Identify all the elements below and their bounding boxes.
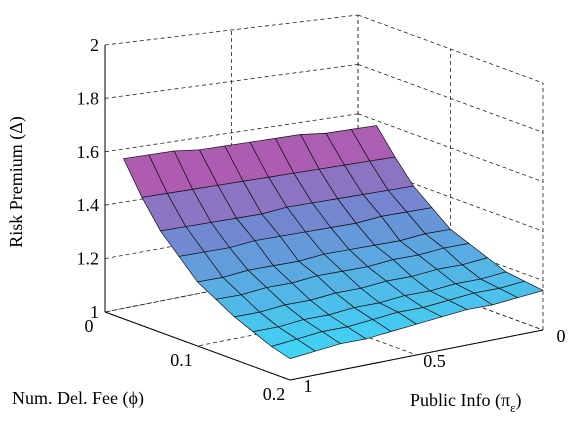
grid-line [104,14,359,46]
x-tick-label: 1 [304,376,313,396]
y-tick-label: 0.1 [170,350,193,370]
x-axis-label-text: Public Info (π [410,390,510,411]
x-axis-label-sub: ε [510,400,516,415]
y-axis-label: Num. Del. Fee (ϕ) [12,388,144,409]
x-axis [289,329,544,381]
y-tick-label: 0.2 [263,384,286,404]
y-tick-label: 0 [85,316,94,336]
z-tick-label: 1.4 [77,195,100,215]
surface [123,125,544,359]
x-axis-label-end: ) [516,390,522,411]
z-tick-label: 1.8 [77,88,100,108]
z-axis-label: Risk Premium (Δ) [6,116,27,248]
y-axis [104,311,291,381]
surface-patch [271,338,316,359]
z-tick-label: 2 [90,35,99,55]
z-tick-label: 1.6 [77,142,100,162]
z-tick-label: 1 [90,302,99,322]
z-tick-label: 1.2 [77,249,100,269]
x-tick-label: 0.5 [423,351,446,371]
x-tick-label: 0 [557,326,566,346]
x-axis-label: Public Info (πε) [410,390,522,415]
